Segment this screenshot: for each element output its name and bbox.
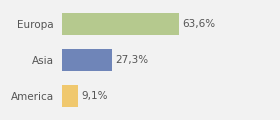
Bar — [62, 49, 112, 71]
Text: 27,3%: 27,3% — [115, 55, 148, 65]
Text: 9,1%: 9,1% — [81, 91, 108, 101]
Bar — [62, 13, 179, 35]
Bar — [62, 85, 78, 107]
Text: 63,6%: 63,6% — [182, 19, 215, 29]
